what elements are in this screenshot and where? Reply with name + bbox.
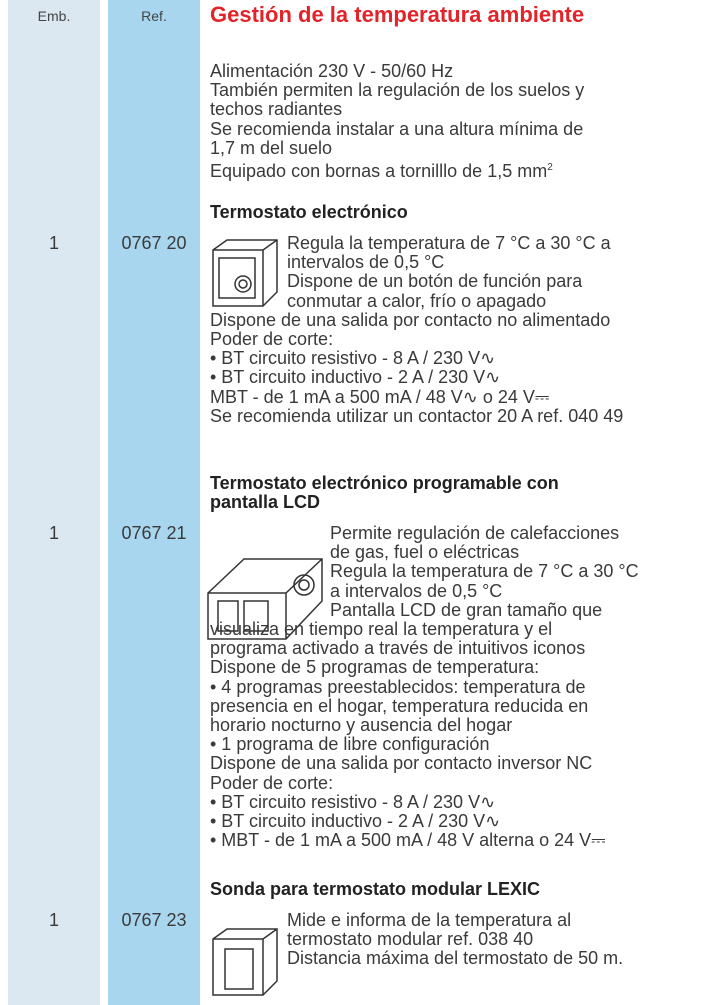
product-line: Regula la temperatura de 7 °C a 30 °C a (287, 233, 611, 253)
thermostat-icon (212, 239, 278, 307)
product-line: Regula la temperatura de 7 °C a 30 °C (330, 561, 639, 582)
emb-column (8, 0, 100, 1005)
emb-header: Emb. (37, 8, 71, 24)
product-line: • BT circuito inductivo - 2 A / 230 V∿ (210, 811, 501, 831)
product-line: • MBT - de 1 mA a 500 mA / 48 V alterna … (210, 830, 606, 851)
product-line: intervalos de 0,5 °C (287, 252, 445, 273)
emb-value: 1 (48, 910, 59, 930)
product-heading: Termostato electrónico programable con (210, 473, 559, 493)
product-heading: Sonda para termostato modular LEXIC (210, 879, 541, 899)
emb-value: 1 (48, 233, 59, 253)
product-line: de gas, fuel o eléctricas (330, 542, 520, 563)
product-line: • 1 programa de libre configuración (210, 734, 490, 755)
product-line: Poder de corte: (210, 772, 334, 793)
product-line: Pantalla LCD de gran tamaño que (330, 599, 603, 620)
product-line: Dispone de 5 programas de temperatura: (210, 657, 540, 678)
product-line: Dispone de una salida por contacto no al… (210, 309, 611, 330)
intro-line: Equipado con bornas a tornilllo de 1,5 m… (210, 161, 553, 181)
product-line: • BT circuito resistivo - 8 A / 230 V∿ (210, 791, 496, 812)
product-line: • 4 programas preestablecidos: temperatu… (210, 676, 586, 697)
product-line: termostato modular ref. 038 40 (287, 929, 534, 950)
ref-value: 0767 21 (121, 523, 187, 543)
intro-line: Se recomienda instalar a una altura míni… (210, 118, 584, 139)
product-line: Se recomienda utilizar un contactor 20 A… (210, 405, 624, 426)
product-line: Permite regulación de calefacciones (330, 523, 620, 543)
product-line: Mide e informa de la temperatura al (287, 910, 572, 930)
superscript: 2 (547, 162, 553, 173)
product-line: MBT - de 1 mA a 500 mA / 48 V∿ o 24 V⎓ (210, 386, 550, 407)
product-line: • BT circuito resistivo - 8 A / 230 V∿ (210, 348, 496, 369)
product-line: visualiza en tiempo real la temperatura … (210, 619, 553, 639)
product-line: Dispone de un botón de función para (287, 271, 583, 292)
ref-value: 0767 20 (121, 233, 187, 253)
ref-value: 0767 23 (121, 910, 187, 930)
intro-line: techos radiantes (210, 99, 343, 120)
intro-line: Alimentación 230 V - 50/60 Hz (210, 61, 454, 81)
product-line: Dispone de una salida por contacto inver… (210, 753, 593, 774)
product-line: a intervalos de 0,5 °C (330, 580, 503, 601)
lcd-thermostat-icon (207, 558, 323, 640)
ref-column (108, 0, 200, 1005)
product-line: conmutar a calor, frío o apagado (287, 290, 547, 311)
product-heading: Termostato electrónico (210, 202, 408, 222)
product-line: • BT circuito inductivo - 2 A / 230 V∿ (210, 367, 501, 388)
ref-header: Ref. (141, 8, 167, 24)
emb-value: 1 (48, 523, 59, 543)
product-line: Distancia máxima del termostato de 50 m. (287, 948, 624, 969)
intro-line: 1,7 m del suelo (210, 137, 333, 158)
title: Gestión de la temperatura ambiente (210, 2, 585, 27)
product-line: Poder de corte: (210, 329, 334, 349)
intro-line: También permiten la regulación de los su… (210, 80, 585, 101)
probe-icon (212, 928, 278, 996)
product-line: programa activado a través de intuitivos… (210, 638, 586, 659)
product-line: presencia en el hogar, temperatura reduc… (210, 695, 589, 716)
product-line: horario nocturno y ausencia del hogar (210, 715, 513, 735)
product-heading: pantalla LCD (210, 492, 321, 513)
